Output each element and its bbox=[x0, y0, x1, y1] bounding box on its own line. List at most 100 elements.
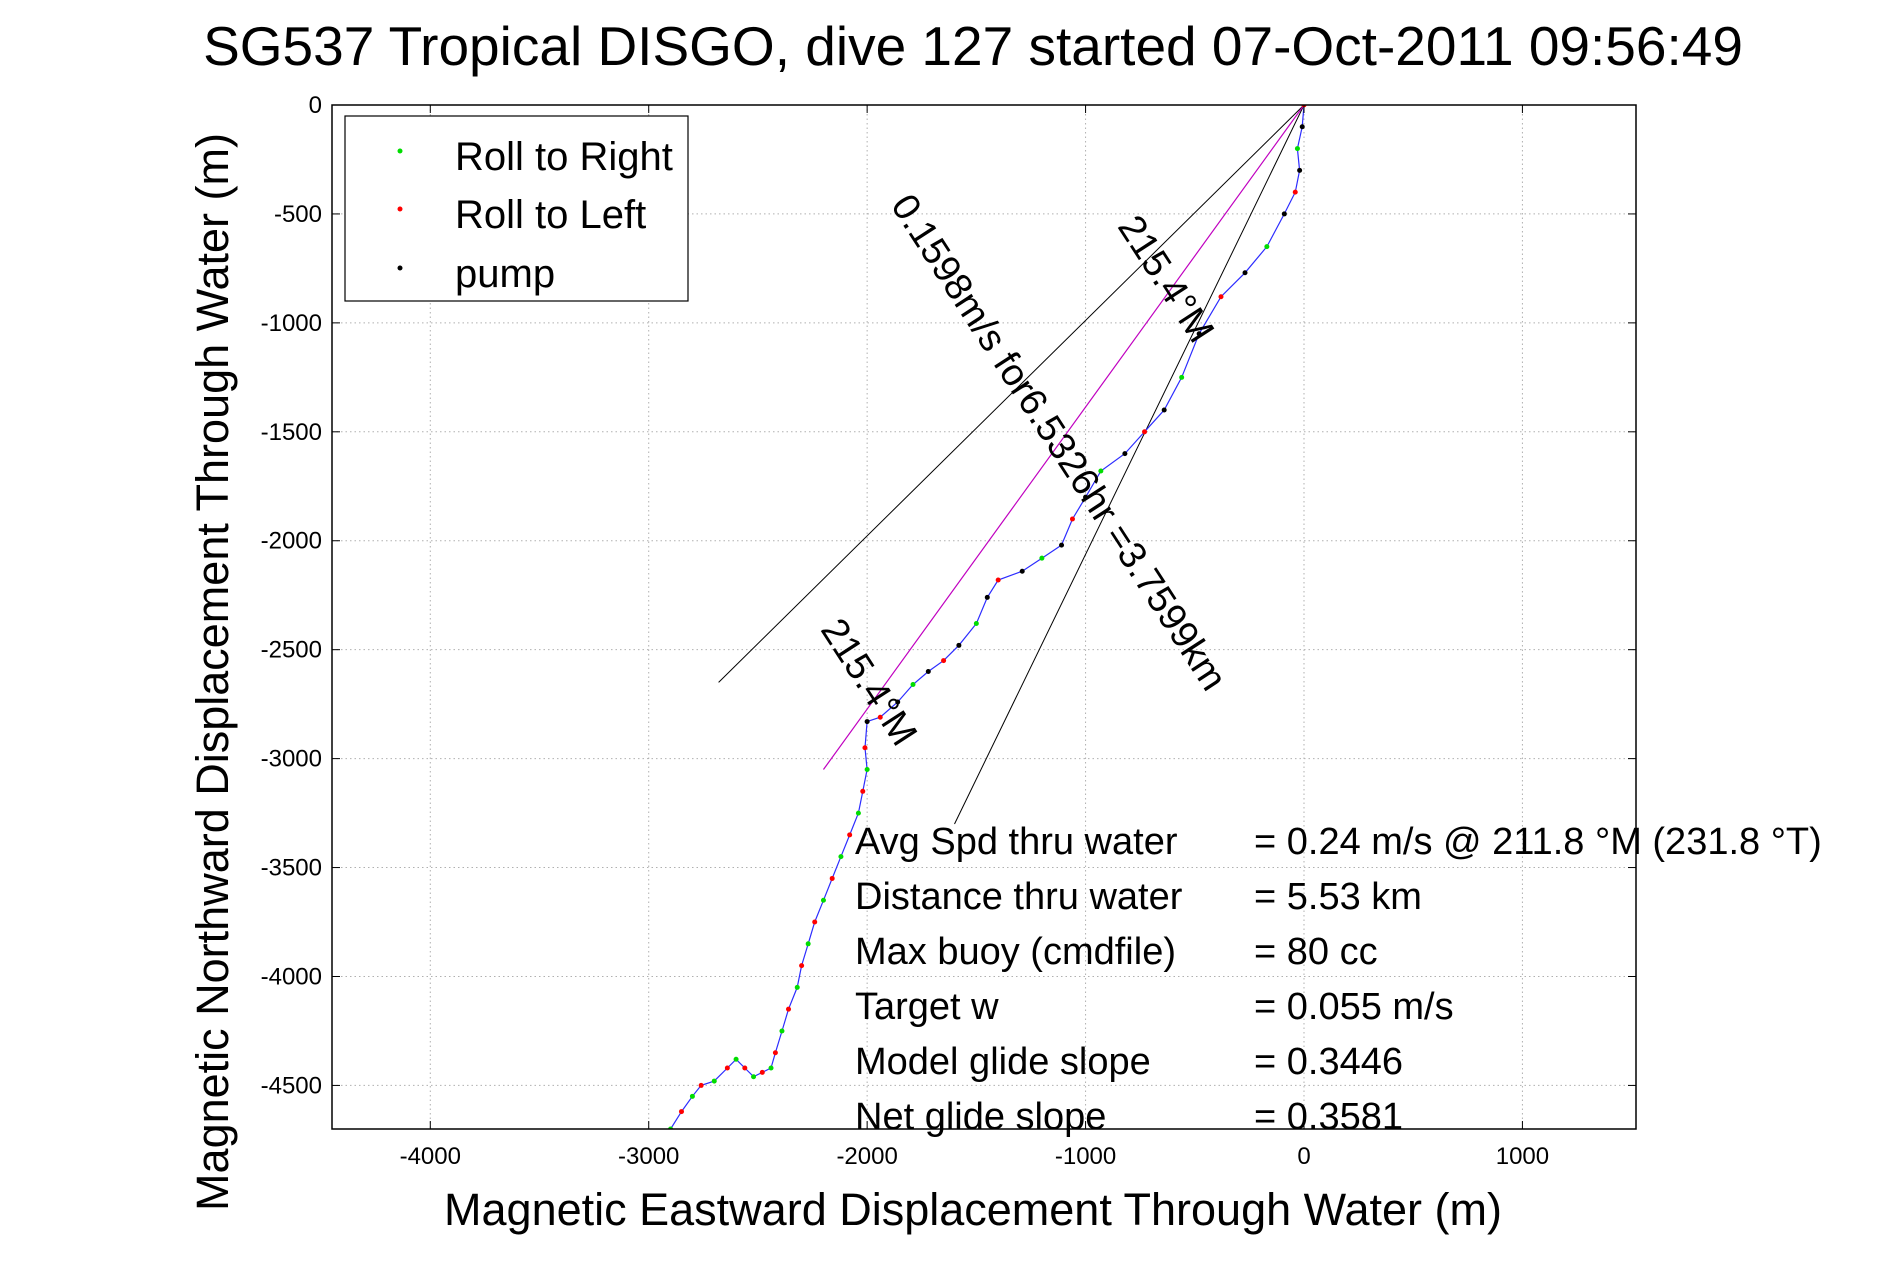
track-point bbox=[941, 658, 947, 664]
stat-label-net-glide: Net glide slope bbox=[855, 1096, 1106, 1138]
track-point bbox=[1299, 124, 1305, 130]
track-point bbox=[925, 668, 931, 674]
track-point bbox=[742, 1065, 748, 1071]
x-tick-label: 1000 bbox=[1496, 1143, 1549, 1170]
track-point bbox=[855, 810, 861, 816]
track-point bbox=[724, 1065, 730, 1071]
track-point bbox=[812, 919, 818, 925]
y-tick-label: -1000 bbox=[261, 310, 322, 337]
track-point bbox=[772, 1050, 778, 1056]
stat-value-model-glide: = 0.3446 bbox=[1254, 1041, 1403, 1083]
track-point bbox=[689, 1093, 695, 1099]
x-axis-label: Magnetic Eastward Displacement Through W… bbox=[444, 1184, 1502, 1235]
track-point bbox=[1142, 429, 1148, 435]
track-point bbox=[895, 699, 901, 705]
dive-path-line bbox=[822, 105, 1305, 770]
legend-label-roll-right: Roll to Right bbox=[455, 135, 673, 179]
track-point bbox=[864, 719, 870, 725]
track-point bbox=[847, 832, 853, 838]
track-point bbox=[1281, 211, 1287, 217]
rotated-annotation: 0.1598m/s for6.5326hr =3.7599km bbox=[882, 187, 1234, 698]
track-point bbox=[711, 1078, 717, 1084]
track-point bbox=[864, 767, 870, 773]
track-point bbox=[829, 875, 835, 881]
y-axis-label: Magnetic Northward Displacement Through … bbox=[187, 133, 238, 1211]
legend-label-roll-left: Roll to Left bbox=[455, 193, 646, 237]
stat-label-avg-speed: Avg Spd thru water bbox=[855, 821, 1178, 863]
track-point bbox=[759, 1069, 765, 1075]
track-point bbox=[820, 897, 826, 903]
track-point bbox=[779, 1028, 785, 1034]
track-point bbox=[1059, 542, 1065, 548]
stat-label-max-buoy: Max buoy (cmdfile) bbox=[855, 931, 1176, 973]
stat-value-net-glide: = 0.3581 bbox=[1254, 1096, 1403, 1138]
x-tick-label: 0 bbox=[1297, 1143, 1310, 1170]
track-line bbox=[670, 105, 1305, 1129]
track-point bbox=[1019, 568, 1025, 574]
wedge-line bbox=[954, 105, 1305, 825]
track-point bbox=[678, 1109, 684, 1115]
track-point bbox=[1161, 407, 1167, 413]
y-tick-label: -500 bbox=[274, 201, 322, 228]
x-tick-label: -3000 bbox=[618, 1143, 679, 1170]
stats-block: Avg Spd thru water = 0.24 m/s @ 211.8 °M… bbox=[855, 821, 1822, 1138]
legend-marker-roll-left bbox=[397, 206, 403, 212]
track-point bbox=[1196, 331, 1202, 337]
legend: Roll to Right Roll to Left pump bbox=[344, 115, 689, 302]
rotated-annotation: 215.4°M bbox=[1109, 208, 1222, 350]
y-tick-label: -4000 bbox=[261, 963, 322, 990]
y-tick-label: -1500 bbox=[261, 419, 322, 446]
track-point bbox=[1297, 167, 1303, 173]
y-tick-label: 0 bbox=[309, 92, 322, 119]
track-point bbox=[733, 1056, 739, 1062]
y-tick-label: -2500 bbox=[261, 637, 322, 664]
y-tick-label: -2000 bbox=[261, 528, 322, 555]
y-tick-label: -4500 bbox=[261, 1072, 322, 1099]
y-axis-ticks: 0 -500 -1000 -1500 -2000 -2500 -3000 -3500 -4000… bbox=[261, 92, 1636, 1099]
stat-value-target-w: = 0.055 m/s bbox=[1254, 986, 1454, 1028]
track-point bbox=[799, 963, 805, 969]
track-point bbox=[1083, 494, 1089, 500]
stat-value-max-buoy: = 80 cc bbox=[1254, 931, 1378, 973]
stat-label-model-glide: Model glide slope bbox=[855, 1041, 1151, 1083]
track-point bbox=[838, 854, 844, 860]
track-point bbox=[1242, 270, 1248, 276]
plot-frame bbox=[331, 104, 1637, 1130]
stat-label-distance: Distance thru water bbox=[855, 876, 1183, 918]
track-point bbox=[973, 621, 979, 627]
x-tick-label: -1000 bbox=[1055, 1143, 1116, 1170]
track-point bbox=[794, 984, 800, 990]
stat-label-target-w: Target w bbox=[855, 986, 999, 1028]
track-point bbox=[877, 714, 883, 720]
track-point bbox=[860, 788, 866, 794]
track-point bbox=[862, 745, 868, 751]
track-point bbox=[1292, 189, 1298, 195]
track-point bbox=[984, 594, 990, 600]
track-point bbox=[1098, 468, 1104, 474]
track-point bbox=[1294, 146, 1300, 152]
track-point bbox=[805, 941, 811, 947]
track-point bbox=[698, 1082, 704, 1088]
track-point bbox=[1264, 244, 1270, 250]
track-point bbox=[1039, 555, 1045, 561]
x-tick-label: -2000 bbox=[836, 1143, 897, 1170]
wedge-lines bbox=[718, 105, 1305, 825]
y-tick-label: -3000 bbox=[261, 746, 322, 773]
track-point bbox=[1179, 374, 1185, 380]
legend-marker-pump bbox=[397, 265, 403, 271]
stat-value-distance: = 5.53 km bbox=[1254, 876, 1422, 918]
track-point bbox=[910, 682, 916, 688]
track-point bbox=[751, 1074, 757, 1080]
track-point bbox=[956, 642, 962, 648]
legend-label-pump: pump bbox=[455, 252, 555, 296]
legend-marker-roll-right bbox=[397, 148, 403, 154]
track-point bbox=[1069, 516, 1075, 522]
track-point bbox=[995, 577, 1001, 583]
track-point bbox=[768, 1065, 774, 1071]
track-point bbox=[1218, 294, 1224, 300]
stat-value-avg-speed: = 0.24 m/s @ 211.8 °M (231.8 °T) bbox=[1254, 821, 1822, 863]
track-point bbox=[786, 1006, 792, 1012]
track-point bbox=[1122, 451, 1128, 457]
